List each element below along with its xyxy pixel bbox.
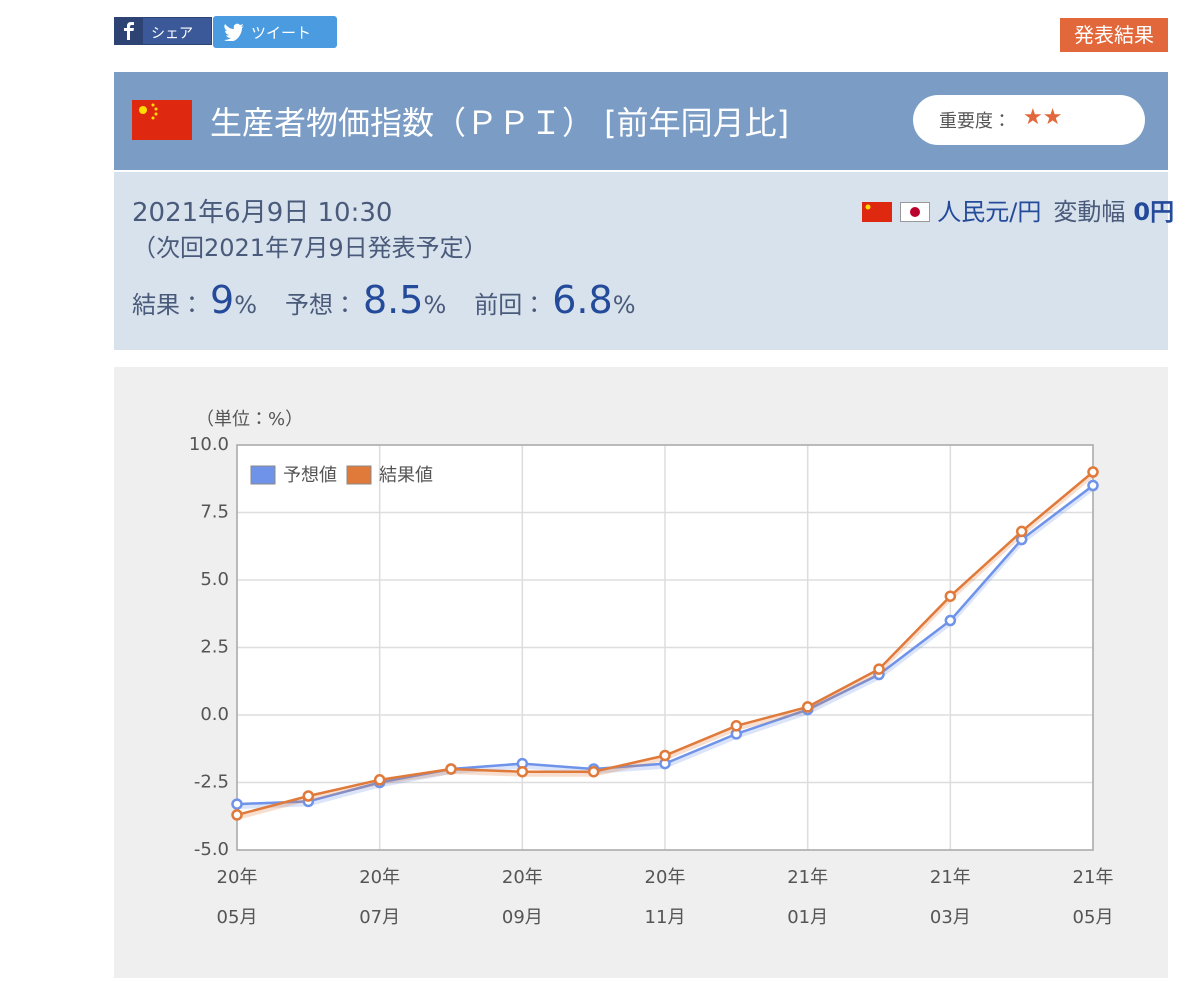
point: [730, 720, 743, 732]
point: [873, 663, 885, 675]
point: [373, 774, 386, 786]
x-tick-label: 21年: [930, 867, 971, 888]
button-label: シェア: [151, 26, 193, 42]
icon: [124, 22, 134, 40]
x-tick-label: 05月: [1073, 907, 1114, 928]
point: [944, 590, 957, 602]
legend-label: 結果値: [379, 465, 433, 486]
x-tick-label: 01月: [787, 907, 828, 928]
facebook-share-button[interactable]: シェア: [114, 17, 212, 45]
result-label: 結果：: [132, 291, 204, 319]
y-tick-label: -5.0: [194, 839, 229, 860]
point: [944, 614, 957, 627]
tweet-button[interactable]: ツイート: [213, 16, 337, 48]
result-value: 8.5: [363, 278, 424, 322]
x-tick-label: 05月: [217, 907, 258, 928]
x-tick-label: 20年: [359, 867, 400, 888]
legend-label: 予想値: [283, 465, 337, 486]
legend-swatch: [346, 465, 372, 485]
result-value: 9: [210, 278, 235, 322]
y-tick-label: 2.5: [200, 637, 229, 658]
legend-swatch: [250, 465, 276, 485]
info-panel: 2021年6月9日 10:30 （次回2021年7月9日発表予定） 人民元/円変…: [114, 170, 1174, 350]
x-tick-label: 20年: [217, 867, 258, 888]
point: [231, 809, 243, 821]
point: [1087, 466, 1099, 478]
point: [302, 790, 315, 802]
values: 結果： 9% 予想： 8.5% 前回： 6.8%: [132, 278, 664, 322]
china-flag: [132, 100, 192, 140]
y-tick-label: 10.0: [189, 434, 229, 455]
next-release: （次回2021年7月9日発表予定）: [132, 234, 488, 262]
point: [801, 701, 814, 713]
y-axis-label: （単位：%）: [196, 409, 303, 430]
importance-label: 重要度：: [939, 111, 1011, 132]
currency-pair: 人民元/円 変動幅 0円: [862, 192, 1174, 227]
title: 生産者物価指数（ＰＰＩ） [前年同月比]: [210, 104, 790, 142]
facebook-icon: [115, 18, 143, 44]
y-tick-label: 5.0: [200, 569, 229, 590]
x-tick-label: 20年: [645, 867, 686, 888]
result-unit: %: [423, 291, 447, 319]
x-tick-label: 21年: [1073, 867, 1114, 888]
result-tag[interactable]: 発表結果: [1060, 18, 1168, 52]
point: [231, 798, 243, 810]
point: [445, 763, 457, 775]
pair-label[interactable]: 人民元/円: [937, 198, 1042, 226]
result-unit: %: [612, 291, 636, 319]
point: [1087, 479, 1099, 492]
range-label: 変動幅: [1053, 198, 1126, 226]
point: [516, 765, 529, 778]
x-tick-label: 21年: [787, 867, 828, 888]
x-tick-label: 07月: [359, 907, 400, 928]
y-tick-label: 0.0: [200, 704, 229, 725]
result-label: 予想：: [285, 291, 357, 319]
x-tick-label: 09月: [502, 907, 543, 928]
y-tick-label: 7.5: [200, 502, 229, 523]
x-tick-label: 03月: [930, 907, 971, 928]
button-label: ツイート: [251, 24, 312, 42]
release-date: 2021年6月9日 10:30: [132, 198, 393, 228]
result-label: 前回：: [474, 291, 547, 319]
result-unit: %: [234, 291, 257, 319]
x-tick-label: 11月: [645, 907, 686, 928]
point: [587, 765, 600, 778]
importance: 重要度： ★★: [913, 95, 1145, 145]
header: 生産者物価指数（ＰＰＩ） [前年同月比] 重要度： ★★: [114, 72, 1168, 170]
y-tick-label: -2.5: [194, 772, 229, 793]
x-tick-label: 20年: [502, 867, 543, 888]
range-value: 0円: [1133, 198, 1175, 226]
chart: （単位：%） -5.0 -2.5 0.0 2.5 5.0 7.5 10.0 20年 05月 20年…: [189, 409, 1114, 928]
chart-panel: （単位：%） -5.0 -2.5 0.0 2.5 5.0 7.5 10.0 20年 05月 20年…: [114, 367, 1168, 978]
japan-flag: [899, 202, 930, 222]
importance-stars: ★★: [1023, 105, 1063, 130]
twitter-icon: [224, 23, 244, 41]
china-flag: [862, 202, 892, 222]
plot-border: [236, 444, 1094, 851]
point: [659, 749, 671, 762]
point: [1015, 525, 1028, 538]
result-value: 6.8: [552, 278, 613, 322]
